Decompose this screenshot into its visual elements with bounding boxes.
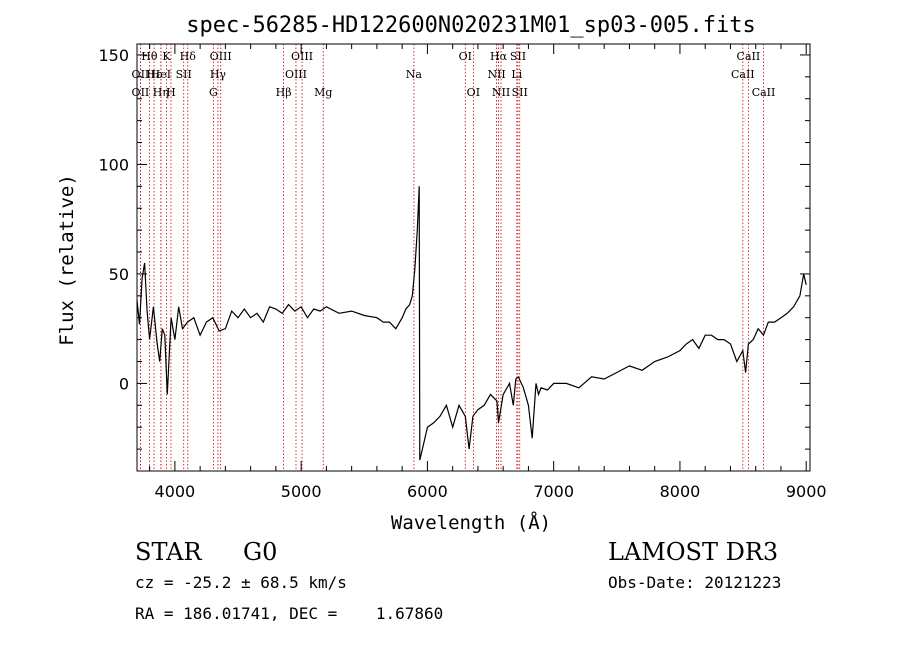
spectral-line-label: Hη [153, 86, 169, 99]
coordinates: RA = 186.01741, DEC = 1.67860 [135, 604, 444, 623]
x-tick-label: 7000 [533, 482, 574, 501]
spectral-line-label: CaII [737, 50, 761, 63]
spectral-line-label: OII [132, 86, 150, 99]
spectral-line-markers [140, 44, 764, 471]
spectral-line-label: HeI [151, 68, 171, 81]
spectral-line-label: Hβ [276, 86, 292, 99]
redshift-cz: cz = -25.2 ± 68.5 km/s [135, 573, 347, 592]
spectral-line-label: Na [406, 68, 423, 81]
object-class: STAR [135, 538, 202, 566]
survey-name: LAMOST DR3 [608, 538, 779, 566]
y-axis: 0 50 100 150 [98, 46, 810, 450]
spectral-line-label: SII [510, 50, 526, 63]
spectral-line-label: OIII [285, 68, 307, 81]
x-tick-label: 9000 [786, 482, 827, 501]
y-tick-label: 50 [109, 265, 129, 284]
spectral-line-label: SII [512, 86, 528, 99]
obs-date: Obs-Date: 20121223 [608, 573, 782, 592]
spectral-line-label: OI [459, 50, 472, 63]
spectral-line-label: Hγ [210, 68, 227, 81]
spectral-line-label: Hα [490, 50, 508, 63]
y-tick-label: 100 [98, 155, 129, 174]
spectral-line-label: Mg [314, 86, 332, 99]
plot-frame [136, 43, 811, 472]
spectral-line-label: Hθ [141, 50, 158, 63]
subclass: G0 [243, 538, 278, 566]
x-axis: 4000 5000 6000 7000 8000 9000 [149, 44, 827, 501]
spectral-line-label: Hε [146, 68, 162, 81]
spectral-line-label: Li [511, 68, 522, 81]
spectral-line-label: NII [487, 68, 505, 81]
x-tick-label: 8000 [660, 482, 701, 501]
spectral-line-label: K [162, 50, 171, 63]
x-tick-label: 6000 [407, 482, 448, 501]
x-axis-label: Wavelength (Å) [391, 511, 551, 534]
flux-line [136, 186, 807, 461]
x-tick-label: 5000 [281, 482, 322, 501]
y-axis-label: Flux (relative) [56, 174, 78, 346]
spectral-line-label: OIII [291, 50, 313, 63]
chart-title: spec-56285-HD122600N020231M01_sp03-005.f… [186, 13, 756, 38]
spectral-line-label: G [209, 86, 218, 99]
spectral-line-label: Hδ [180, 50, 197, 63]
spectral-line-label: SII [176, 68, 192, 81]
y-tick-label: 0 [119, 374, 129, 393]
spectral-line-label: OIII [210, 50, 232, 63]
y-tick-label: 150 [98, 46, 129, 65]
spectral-line-label: CaII [752, 86, 776, 99]
spectral-line-label: OII [132, 68, 150, 81]
spectral-line-label: NII [492, 86, 510, 99]
spectral-line-label: OI [467, 86, 480, 99]
spectral-line-label: H [166, 86, 176, 99]
spectral-line-label: CaII [731, 68, 755, 81]
x-tick-label: 4000 [155, 482, 196, 501]
